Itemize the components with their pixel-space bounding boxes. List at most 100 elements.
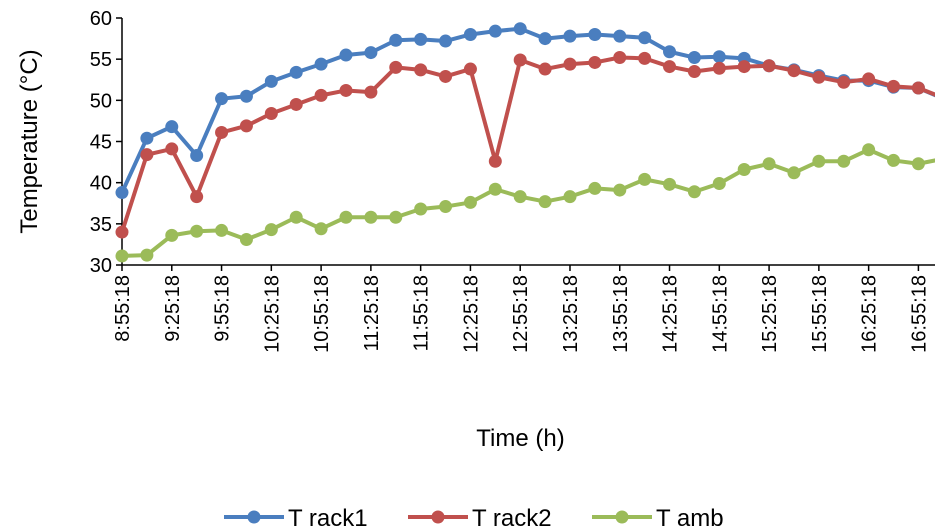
data-point <box>140 148 154 162</box>
x-tick-label: 15:25:18 <box>759 275 781 353</box>
data-point <box>289 210 303 224</box>
y-tick-label: 50 <box>90 90 112 112</box>
data-point <box>663 45 677 59</box>
data-point <box>687 65 701 79</box>
data-point <box>264 107 278 121</box>
data-point <box>638 51 652 65</box>
legend-swatch-marker <box>431 510 445 524</box>
x-tick-label: 14:25:18 <box>660 275 682 353</box>
y-tick-label: 60 <box>90 8 112 30</box>
data-point <box>538 62 552 76</box>
legend-swatch-marker <box>615 510 629 524</box>
y-tick-label: 55 <box>90 49 112 71</box>
data-point <box>389 33 403 47</box>
data-point <box>613 51 627 65</box>
x-tick-label: 13:55:18 <box>610 275 632 353</box>
data-point <box>588 27 602 41</box>
data-point <box>389 60 403 74</box>
y-ticks: 30 35 40 45 50 55 60 <box>90 8 122 277</box>
data-point <box>638 172 652 186</box>
data-point <box>314 222 328 236</box>
data-point <box>737 162 751 176</box>
x-ticks: 8:55:18 9:25:18 9:55:18 10:25:18 10:55:18 11:… <box>112 265 930 353</box>
data-point <box>837 154 851 168</box>
data-point <box>787 64 801 78</box>
data-point <box>190 148 204 162</box>
data-point <box>862 72 876 86</box>
data-point <box>911 157 925 171</box>
data-point <box>439 200 453 214</box>
data-point <box>264 74 278 88</box>
data-point <box>812 70 826 84</box>
data-point <box>862 143 876 157</box>
data-point <box>215 125 229 139</box>
data-point <box>762 157 776 171</box>
data-point <box>239 89 253 103</box>
data-point <box>239 119 253 133</box>
x-axis-title: Time (h) <box>476 425 564 452</box>
data-point <box>588 181 602 195</box>
data-point <box>737 60 751 74</box>
data-point <box>613 183 627 197</box>
data-point <box>762 59 776 73</box>
x-tick-label: 11:55:18 <box>411 275 433 351</box>
data-point <box>289 97 303 111</box>
legend-label: T rack2 <box>472 505 552 531</box>
data-point <box>190 190 204 204</box>
data-point <box>488 182 502 196</box>
data-point <box>812 154 826 168</box>
y-tick-label: 30 <box>90 255 112 277</box>
data-point <box>140 131 154 145</box>
data-point <box>414 63 428 77</box>
data-point <box>538 32 552 46</box>
x-tick-label: 15:55:18 <box>809 275 831 353</box>
y-axis-title: Temperature (°C) <box>16 49 43 233</box>
x-tick-label: 9:55:18 <box>212 275 234 342</box>
data-point <box>613 29 627 43</box>
x-tick-label: 9:25:18 <box>162 275 184 342</box>
data-point <box>538 195 552 209</box>
series-layer <box>115 22 935 263</box>
axes-layer <box>121 18 935 266</box>
data-point <box>463 62 477 76</box>
data-point <box>339 210 353 224</box>
legend-label: T rack1 <box>288 505 368 531</box>
x-tick-label: 16:55:18 <box>908 275 930 353</box>
data-point <box>488 154 502 168</box>
data-point <box>513 22 527 36</box>
data-point <box>339 48 353 62</box>
data-point <box>364 85 378 99</box>
data-point <box>712 50 726 64</box>
data-point <box>190 224 204 238</box>
data-point <box>463 27 477 41</box>
data-point <box>638 31 652 45</box>
data-point <box>687 51 701 65</box>
data-point <box>439 69 453 83</box>
data-point <box>439 34 453 48</box>
legend-swatch-marker <box>247 510 261 524</box>
data-point <box>339 83 353 97</box>
data-point <box>563 29 577 43</box>
x-tick-label: 12:25:18 <box>460 275 482 353</box>
data-point <box>787 166 801 180</box>
data-point <box>588 55 602 69</box>
data-point <box>663 60 677 74</box>
data-point <box>911 81 925 95</box>
x-tick-label: 10:25:18 <box>261 275 283 353</box>
data-point <box>563 190 577 204</box>
data-point <box>215 223 229 237</box>
data-point <box>687 185 701 199</box>
data-point <box>663 177 677 191</box>
data-point <box>264 223 278 237</box>
data-point <box>289 65 303 79</box>
data-point <box>364 46 378 60</box>
data-point <box>115 249 129 263</box>
series-line <box>120 55 935 233</box>
data-point <box>140 248 154 262</box>
x-tick-label: 10:55:18 <box>311 275 333 353</box>
data-point <box>115 186 129 200</box>
data-point <box>463 195 477 209</box>
data-point <box>712 176 726 190</box>
